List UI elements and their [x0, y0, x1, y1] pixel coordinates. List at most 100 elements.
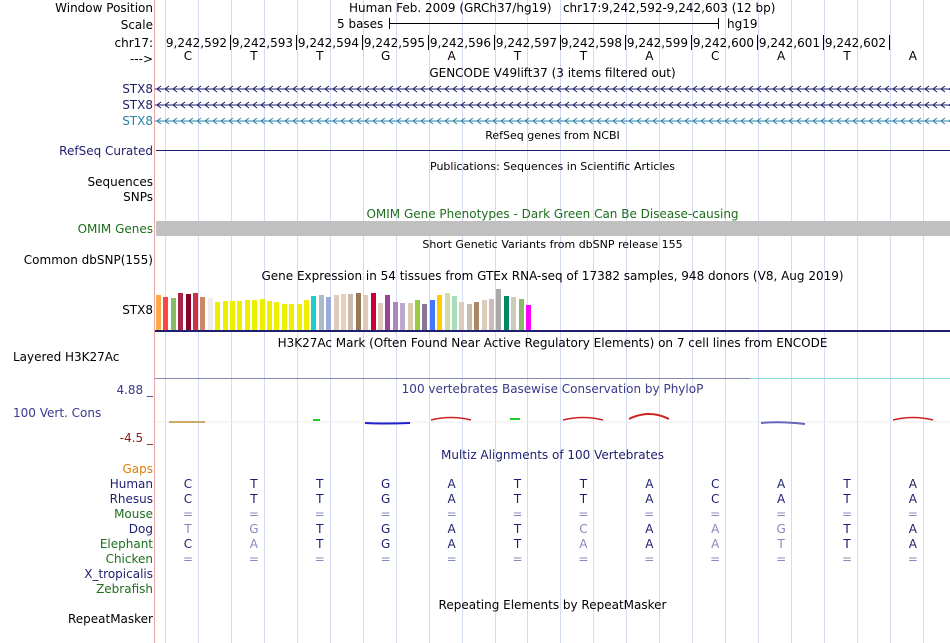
- multiz-species-label[interactable]: Rhesus: [109, 492, 153, 506]
- gtex-tissue-bar[interactable]: [281, 304, 287, 330]
- gtex-tissue-bar[interactable]: [163, 297, 169, 330]
- strand-arrow: [276, 117, 282, 125]
- omim-phenotype-bar[interactable]: [156, 221, 950, 236]
- gtex-tissue-bar[interactable]: [355, 293, 361, 330]
- gtex-tissue-bar[interactable]: [296, 304, 302, 330]
- gtex-tissue-bar[interactable]: [496, 289, 502, 330]
- gtex-tissue-bar[interactable]: [400, 303, 406, 330]
- gtex-tissue-bar[interactable]: [156, 295, 161, 330]
- gtex-tissue-bar[interactable]: [237, 301, 243, 330]
- repeatmasker-track-label[interactable]: RepeatMasker: [67, 612, 153, 626]
- gtex-tissue-bar[interactable]: [193, 293, 198, 330]
- publications-snps-label[interactable]: SNPs: [123, 190, 153, 204]
- strand-arrow: [612, 101, 618, 109]
- multiz-species-label[interactable]: X_tropicalis: [84, 567, 153, 581]
- gencode-item-label[interactable]: STX8: [122, 82, 153, 96]
- gtex-track-label[interactable]: STX8: [122, 303, 153, 317]
- h3k27ac-track-label[interactable]: Layered H3K27Ac: [13, 350, 120, 364]
- strand-arrow: [676, 117, 682, 125]
- grid-line: [198, 0, 199, 643]
- gtex-tissue-bar[interactable]: [378, 303, 383, 330]
- strand-arrow: [572, 85, 578, 93]
- strand-arrow: [588, 85, 594, 93]
- multiz-gaps-label[interactable]: Gaps: [122, 462, 153, 476]
- gtex-tissue-bar[interactable]: [422, 304, 428, 330]
- refseq-track-label[interactable]: RefSeq Curated: [59, 144, 153, 158]
- gtex-tissue-bar[interactable]: [348, 294, 354, 330]
- gtex-tissue-bar[interactable]: [363, 295, 369, 330]
- refseq-gene-line[interactable]: [156, 150, 950, 151]
- gtex-tissue-bar[interactable]: [503, 296, 509, 330]
- gtex-tissue-bar[interactable]: [392, 302, 398, 330]
- gtex-tissue-bar[interactable]: [215, 302, 221, 330]
- gtex-tissue-bar[interactable]: [385, 295, 391, 330]
- gtex-tissue-bar[interactable]: [185, 294, 191, 330]
- phylop-track-label[interactable]: 100 Vert. Cons: [13, 406, 102, 420]
- gtex-tissue-bar[interactable]: [252, 300, 258, 330]
- gtex-tissue-bar[interactable]: [326, 297, 332, 330]
- gtex-tissue-bar[interactable]: [518, 299, 524, 330]
- gtex-tissue-bar[interactable]: [230, 301, 235, 330]
- gtex-tissue-bar[interactable]: [318, 295, 324, 330]
- gtex-tissue-bar[interactable]: [407, 303, 413, 330]
- strand-arrow: [156, 101, 162, 109]
- strand-arrow: [844, 85, 850, 93]
- gtex-tissue-bar[interactable]: [452, 296, 457, 330]
- gtex-tissue-bar[interactable]: [444, 293, 450, 330]
- gtex-tissue-bar[interactable]: [170, 298, 176, 330]
- gtex-tissue-bar[interactable]: [459, 302, 465, 330]
- multiz-species-label[interactable]: Chicken: [105, 552, 153, 566]
- multiz-species-label[interactable]: Human: [109, 477, 153, 491]
- gtex-tissue-bar[interactable]: [207, 298, 213, 330]
- strand-arrow: [796, 101, 802, 109]
- gtex-tissue-bar[interactable]: [437, 295, 443, 330]
- multiz-base: =: [512, 552, 523, 566]
- gtex-tissue-bar[interactable]: [481, 300, 487, 330]
- strand-arrow: [948, 103, 950, 107]
- multiz-species-label[interactable]: Mouse: [114, 507, 153, 521]
- gtex-tissue-bar[interactable]: [289, 304, 295, 330]
- strand-arrow: [388, 85, 394, 93]
- strand-arrow: [252, 101, 258, 109]
- gencode-item-label[interactable]: STX8: [122, 114, 153, 128]
- gtex-tissue-bar[interactable]: [429, 300, 435, 330]
- gtex-tissue-bar[interactable]: [370, 293, 376, 330]
- gtex-tissue-bar[interactable]: [178, 293, 184, 330]
- gencode-item-label[interactable]: STX8: [122, 98, 153, 112]
- gtex-tissue-bar[interactable]: [274, 302, 280, 330]
- strand-arrow: [524, 117, 530, 125]
- scale-label: Scale: [120, 18, 153, 32]
- multiz-species-label[interactable]: Zebrafish: [96, 582, 153, 596]
- gtex-tissue-bar[interactable]: [415, 300, 420, 330]
- gencode-transcript-line[interactable]: [155, 83, 950, 95]
- strand-arrow: [356, 117, 362, 125]
- multiz-base: =: [446, 507, 457, 521]
- gtex-tissue-bar[interactable]: [466, 304, 472, 330]
- gtex-tissue-bar[interactable]: [259, 299, 265, 330]
- multiz-species-label[interactable]: Dog: [128, 522, 153, 536]
- gtex-tissue-bar[interactable]: [341, 294, 346, 330]
- gtex-tissue-bar[interactable]: [200, 297, 206, 330]
- gtex-tissue-bar[interactable]: [474, 302, 480, 330]
- strand-arrow: [556, 101, 562, 109]
- gtex-tissue-bar[interactable]: [244, 300, 250, 330]
- strand-arrow: [244, 101, 250, 109]
- dbsnp-track-label[interactable]: Common dbSNP(155): [23, 253, 153, 267]
- strand-arrow: [388, 101, 394, 109]
- gencode-transcript-line[interactable]: [155, 99, 950, 111]
- gtex-tissue-bar[interactable]: [222, 301, 228, 330]
- gtex-tissue-bar[interactable]: [489, 299, 494, 330]
- gtex-tissue-bar[interactable]: [311, 296, 317, 330]
- gtex-tissue-bar[interactable]: [333, 295, 339, 330]
- gencode-transcript-line[interactable]: [155, 115, 950, 127]
- gtex-tissue-bar[interactable]: [267, 301, 272, 330]
- omim-track-label[interactable]: OMIM Genes: [77, 222, 153, 236]
- gtex-track-title: Gene Expression in 54 tissues from GTEx …: [261, 269, 844, 283]
- multiz-species-label[interactable]: Elephant: [99, 537, 153, 551]
- strand-arrow: [476, 85, 482, 93]
- strand-arrow: [924, 85, 930, 93]
- gtex-tissue-bar[interactable]: [526, 305, 531, 330]
- gtex-tissue-bar[interactable]: [304, 300, 309, 330]
- publications-sequences-label[interactable]: Sequences: [87, 175, 153, 189]
- gtex-tissue-bar[interactable]: [511, 297, 517, 330]
